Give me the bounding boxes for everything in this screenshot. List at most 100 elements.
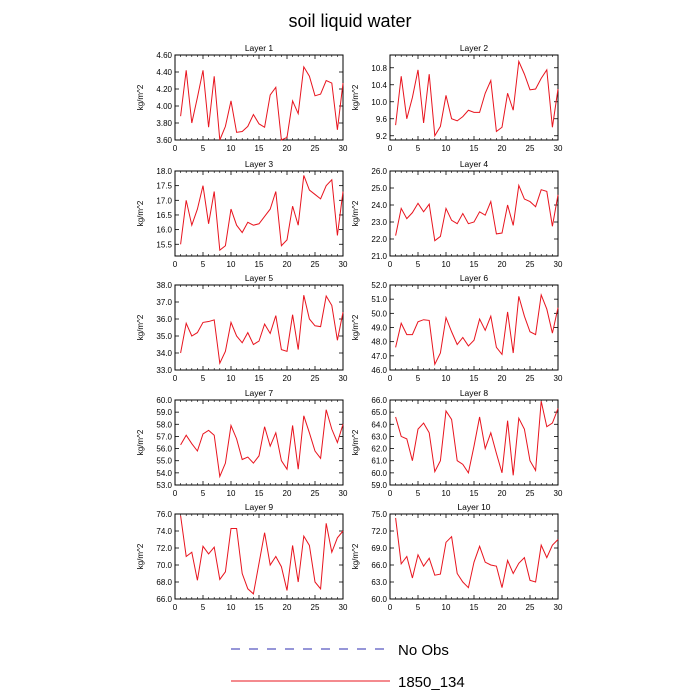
y-tick-label: 24.0 [371,201,387,210]
series-line-1850-134 [395,401,559,476]
x-tick-label: 20 [498,489,507,498]
legend-label-no-obs: No Obs [398,642,449,659]
x-tick-label: 10 [227,489,236,498]
x-tick-label: 15 [470,260,479,269]
y-tick-label: 36.0 [156,315,172,324]
y-tick-label: 49.0 [371,324,387,333]
y-axis-label: kg/m^2 [351,314,360,340]
x-tick-label: 5 [416,260,421,269]
x-tick-label: 15 [255,144,264,153]
y-tick-label: 72.0 [371,527,387,536]
x-tick-label: 15 [470,489,479,498]
y-axis-label: kg/m^2 [351,200,360,226]
x-tick-label: 0 [388,374,393,383]
y-tick-label: 35.0 [156,332,172,341]
x-tick-label: 0 [173,374,178,383]
panel-title: Layer 9 [245,502,274,512]
y-tick-label: 4.20 [156,85,172,94]
x-tick-label: 30 [554,489,563,498]
x-tick-label: 10 [227,603,236,612]
x-tick-label: 30 [339,144,348,153]
x-tick-label: 30 [339,374,348,383]
x-tick-label: 25 [526,603,535,612]
x-tick-label: 30 [554,374,563,383]
x-tick-label: 0 [388,260,393,269]
x-tick-label: 30 [339,489,348,498]
y-tick-label: 34.0 [156,349,172,358]
y-axis-label: kg/m^2 [351,84,360,110]
x-tick-label: 20 [283,374,292,383]
y-tick-label: 63.0 [371,432,387,441]
y-tick-label: 47.0 [371,352,387,361]
y-tick-label: 17.0 [156,196,172,205]
x-tick-label: 20 [498,603,507,612]
y-tick-label: 55.0 [156,457,172,466]
y-tick-label: 25.0 [371,184,387,193]
panel-title: Layer 6 [460,273,489,283]
x-tick-label: 10 [442,374,451,383]
series-line-1850-134 [395,292,559,367]
y-tick-label: 66.0 [371,561,387,570]
x-tick-label: 0 [173,260,178,269]
y-tick-label: 69.0 [371,544,387,553]
x-tick-label: 15 [255,603,264,612]
x-tick-label: 20 [498,144,507,153]
y-tick-label: 23.0 [371,218,387,227]
x-tick-label: 10 [442,603,451,612]
panel-layer-5: Layer 5 kg/m^2 0 5 10 15 20 25 30 33.0 34.0 35.0 36.… [136,273,348,383]
panel-title: Layer 3 [245,159,274,169]
x-tick-label: 15 [470,603,479,612]
y-tick-label: 60.0 [156,396,172,405]
panel-title: Layer 10 [457,502,490,512]
x-tick-label: 10 [227,260,236,269]
panel-title: Layer 7 [245,388,274,398]
panel-layer-4: Layer 4 kg/m^2 0 5 10 15 20 25 30 21.0 22.0 23.0 24.… [351,159,563,269]
x-tick-label: 30 [554,260,563,269]
x-tick-label: 15 [255,260,264,269]
x-tick-label: 0 [173,603,178,612]
plot-frame [389,513,559,600]
x-tick-label: 5 [201,144,206,153]
y-tick-label: 50.0 [371,309,387,318]
x-tick-label: 20 [283,603,292,612]
y-tick-label: 9.6 [376,115,388,124]
x-tick-label: 20 [283,260,292,269]
x-tick-label: 5 [416,603,421,612]
y-tick-label: 4.00 [156,102,172,111]
x-tick-label: 10 [442,260,451,269]
x-tick-label: 15 [470,374,479,383]
x-tick-label: 20 [498,374,507,383]
y-axis-label: kg/m^2 [351,543,360,569]
y-tick-label: 54.0 [156,469,172,478]
x-tick-label: 20 [283,489,292,498]
y-tick-label: 59.0 [371,481,387,490]
y-tick-label: 15.5 [156,240,172,249]
y-axis-label: kg/m^2 [136,543,145,569]
x-tick-label: 25 [526,489,535,498]
y-axis-label: kg/m^2 [351,429,360,455]
y-tick-label: 51.0 [371,295,387,304]
y-tick-label: 16.5 [156,211,172,220]
x-tick-label: 5 [201,260,206,269]
y-tick-label: 59.0 [156,408,172,417]
x-tick-label: 25 [526,374,535,383]
y-tick-label: 66.0 [156,595,172,604]
series-line-1850-134 [180,515,344,595]
x-tick-label: 30 [339,260,348,269]
plot-frame [174,54,344,141]
panel-layer-1: Layer 1 kg/m^2 0 5 10 15 20 25 30 3.60 3.80 4.00 4.2… [136,43,348,153]
x-tick-label: 5 [416,144,421,153]
plot-frame [174,513,344,600]
x-tick-label: 25 [311,489,320,498]
panel-title: Layer 2 [460,43,489,53]
y-tick-label: 56.0 [156,445,172,454]
series-line-1850-134 [180,175,344,252]
x-tick-label: 5 [416,489,421,498]
x-tick-label: 20 [283,144,292,153]
y-tick-label: 18.0 [156,167,172,176]
series-line-1850-134 [395,59,559,138]
y-tick-label: 57.0 [156,432,172,441]
y-tick-label: 60.0 [371,595,387,604]
y-tick-label: 65.0 [371,408,387,417]
y-tick-label: 10.0 [371,98,387,107]
